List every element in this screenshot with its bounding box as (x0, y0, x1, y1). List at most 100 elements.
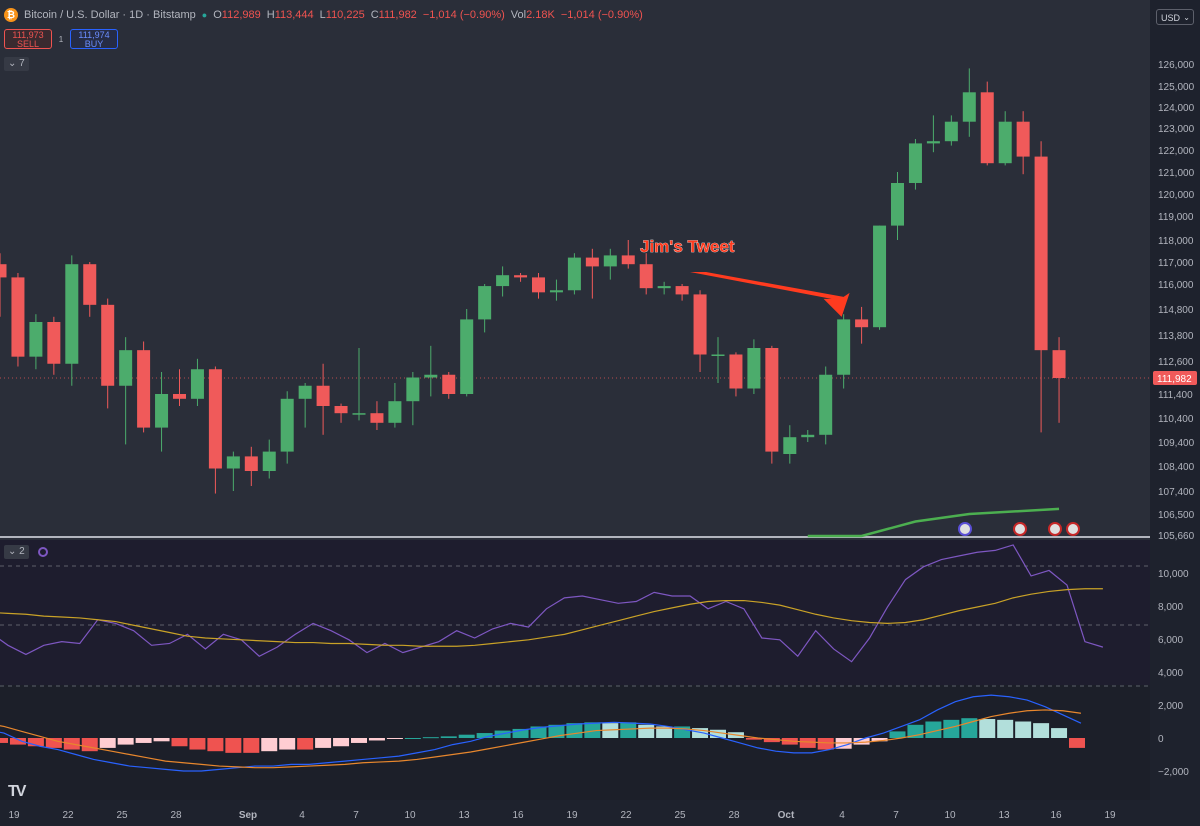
macd-histogram-bar (512, 728, 529, 738)
buy-button[interactable]: 111,974 BUY (70, 29, 118, 49)
candle-body (208, 369, 222, 469)
macd-histogram-bar (853, 738, 870, 745)
macd-histogram-bar (351, 738, 367, 743)
candle-body (621, 255, 635, 265)
candle-body (837, 319, 851, 375)
candle-body (873, 225, 887, 328)
candle-body (944, 121, 958, 142)
macd-histogram-bar (279, 738, 296, 750)
macd-histogram-bar (997, 719, 1014, 738)
macd-histogram-bar (763, 738, 780, 743)
event-flag-icon (1066, 522, 1080, 536)
rsi-line (0, 544, 1104, 663)
main-indicator-count: 7 (19, 58, 25, 69)
macd-histogram-bar (458, 734, 475, 738)
macd-histogram-bar (261, 738, 278, 752)
candle-body (639, 264, 653, 289)
candle-body (891, 183, 904, 226)
buy-label: BUY (84, 39, 104, 49)
main-pane-collapse-button[interactable]: ⌄ 7 (4, 57, 29, 71)
indicator-tick-label: −2,000 (1158, 767, 1189, 778)
candle-body (298, 385, 312, 399)
price-tick-label: 122,000 (1158, 146, 1195, 157)
sell-price: 111,973 (12, 30, 44, 40)
event-flag-icon (958, 522, 972, 536)
candle-body (0, 264, 7, 278)
macd-histogram-bar (602, 723, 619, 738)
indicator-pane-collapse-button[interactable]: ⌄ 2 (4, 545, 29, 559)
macd-histogram-bar (889, 731, 906, 738)
candle-body (496, 275, 510, 287)
time-tick-label: 25 (674, 810, 686, 821)
moving-average-line (807, 507, 1060, 538)
macd-histogram-bar (1033, 723, 1050, 738)
candle-body (657, 286, 671, 289)
candle-body (567, 257, 581, 291)
time-tick-label: 22 (62, 810, 74, 821)
macd-histogram-bar (440, 736, 457, 738)
buy-price: 111,974 (78, 30, 110, 40)
macd-histogram-bar (817, 738, 834, 750)
price-tick-label: 126,000 (1158, 60, 1195, 71)
candle-body (65, 264, 79, 364)
candle-body (334, 406, 348, 414)
current-price-badge (1153, 370, 1197, 385)
sell-button[interactable]: 111,973 SELL (4, 29, 52, 49)
macd-histogram-bar (871, 738, 888, 742)
candle-body (801, 434, 815, 438)
macd-histogram-bar (171, 738, 188, 747)
macd-histogram-bar (0, 738, 8, 743)
symbol-title[interactable]: Bitcoin / U.S. Dollar · 1D · Bitstamp (24, 9, 196, 21)
macd-histogram-bar (315, 738, 332, 748)
high-label: H (266, 9, 275, 21)
candle-body (729, 354, 743, 389)
currency-select[interactable]: USD ⌄ (1156, 9, 1194, 25)
macd-histogram-bar (548, 724, 565, 738)
tradingview-logo-icon[interactable]: TV (8, 783, 27, 800)
candle-body (819, 374, 833, 435)
macd-histogram-bar (530, 726, 547, 738)
time-tick-label: 10 (404, 810, 416, 821)
indicator-settings-icon[interactable] (38, 547, 48, 557)
macd-histogram-bar (225, 738, 242, 753)
macd-histogram-bar (943, 719, 960, 738)
annotation-arrow (690, 272, 850, 317)
time-tick-label: 16 (512, 810, 524, 821)
candle-body (514, 275, 528, 278)
chevron-down-icon: ⌄ (1183, 13, 1190, 22)
candle-body (855, 319, 869, 328)
rsi-signal-line (0, 588, 1103, 647)
trade-buttons: 111,973 SELL 1 111,974 BUY (4, 29, 118, 49)
macd-histogram-bar (386, 738, 403, 739)
candle-body (155, 394, 169, 428)
candle-body (478, 286, 492, 320)
indicator-tick-label: 10,000 (1158, 569, 1189, 580)
time-tick-label: 4 (299, 810, 305, 821)
time-tick-label: 28 (170, 810, 182, 821)
time-tick-label: 28 (728, 810, 740, 821)
candle-body (262, 451, 276, 471)
price-tick-label: 120,000 (1158, 190, 1195, 201)
candle-body (747, 348, 761, 389)
candle-body (352, 413, 366, 415)
price-tick-label: 116,000 (1158, 280, 1194, 291)
macd-histogram-bar (117, 738, 134, 745)
vol-change-value: −1,014 (−0.90%) (560, 9, 643, 21)
candle-body (101, 304, 115, 386)
candle-body (83, 264, 97, 305)
candle-body (190, 369, 204, 399)
oscillator-pane-background (0, 540, 1150, 685)
indicator-tick-label: 4,000 (1158, 668, 1183, 679)
candle-body (962, 92, 976, 122)
vol-value: 2.18K (526, 9, 555, 21)
open-label: O (213, 9, 222, 21)
macd-histogram-bar (404, 738, 421, 739)
macd-histogram-bar (368, 738, 385, 741)
macd-histogram-bar (476, 733, 493, 738)
candle-body (244, 456, 258, 471)
macd-histogram-bar (1015, 721, 1032, 738)
time-tick-label: 7 (353, 810, 359, 821)
price-tick-label: 108,400 (1158, 462, 1195, 473)
macd-histogram-bar (979, 719, 996, 738)
